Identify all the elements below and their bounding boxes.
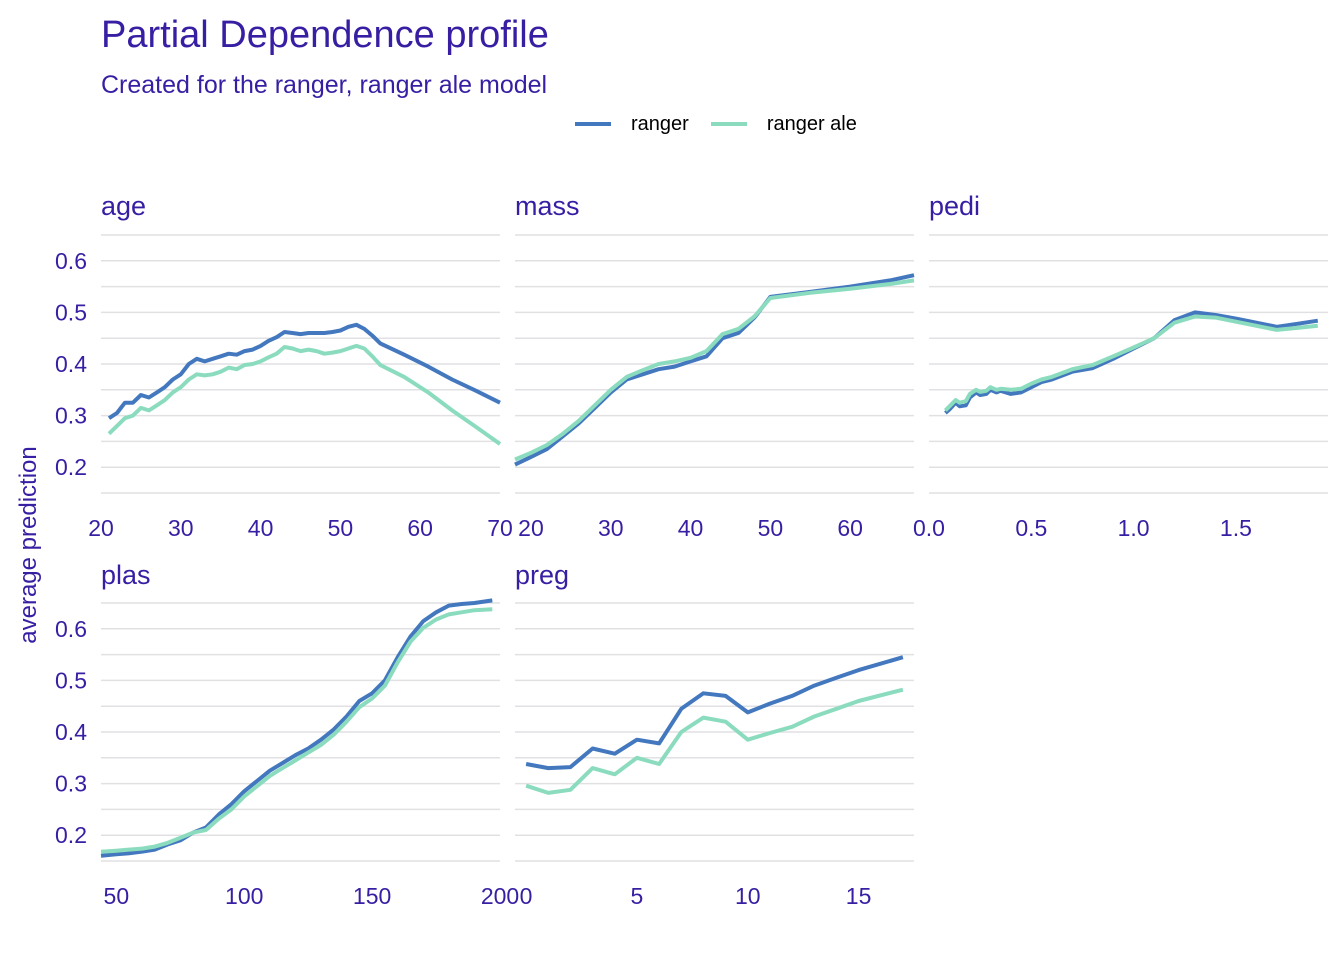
x-tick-label: 60 xyxy=(837,515,863,541)
series-line-ranger xyxy=(514,273,915,467)
y-tick-label: 0.2 xyxy=(55,822,87,848)
x-tick-label: 15 xyxy=(846,883,872,909)
facet-label-preg: preg xyxy=(515,560,569,590)
legend-swatch-ranger-ale xyxy=(710,122,747,126)
x-tick-label: 1.0 xyxy=(1118,515,1150,541)
x-tick-label: 100 xyxy=(225,883,263,909)
x-tick-label: 50 xyxy=(758,515,784,541)
y-tick-label: 0.5 xyxy=(55,299,87,325)
x-tick-label: 0.5 xyxy=(1015,515,1047,541)
facet-label-plas: plas xyxy=(101,560,151,590)
x-tick-label: 10 xyxy=(735,883,761,909)
y-tick-label: 0.6 xyxy=(55,616,87,642)
y-tick-label: 0.4 xyxy=(55,719,87,745)
series-line-ranger xyxy=(100,598,493,858)
series-line-ranger-ale xyxy=(100,607,493,854)
x-tick-label: 30 xyxy=(598,515,624,541)
y-tick-label: 0.6 xyxy=(55,248,87,274)
panel-age: age 0.2 0.3 0.4 0.5 0.6 20 30 40 50 60 70 xyxy=(55,191,513,541)
panel-preg: preg 0 5 10 15 xyxy=(515,560,914,909)
x-tick-label: 40 xyxy=(678,515,704,541)
x-tick-label: 20 xyxy=(88,515,114,541)
y-tick-label: 0.2 xyxy=(55,454,87,480)
legend-label-ranger-ale: ranger ale xyxy=(766,112,857,135)
facet-label-age: age xyxy=(101,191,146,221)
series-line-ranger-ale xyxy=(943,314,1319,412)
panel-mass: mass 20 30 40 50 60 xyxy=(514,191,915,541)
x-tick-label: 0 xyxy=(520,883,533,909)
series-line-ranger xyxy=(525,655,904,771)
y-tick-label: 0.4 xyxy=(55,351,87,377)
legend-item-ranger: ranger xyxy=(575,113,689,136)
series-line-ranger-ale xyxy=(514,278,915,462)
x-tick-label: 70 xyxy=(487,515,513,541)
x-tick-label: 50 xyxy=(328,515,354,541)
x-tick-label: 150 xyxy=(353,883,391,909)
chart-subtitle: Created for the ranger, ranger ale model xyxy=(101,71,548,99)
panel-pedi: pedi 0.0 0.5 1.0 1.5 xyxy=(913,191,1328,541)
legend: ranger ranger ale xyxy=(575,110,879,138)
panel-plas: plas 0.2 0.3 0.4 0.5 0.6 50 100 150 200 xyxy=(55,560,519,909)
x-tick-label: 40 xyxy=(248,515,274,541)
legend-label-ranger: ranger xyxy=(631,112,689,135)
x-tick-label: 0.0 xyxy=(913,515,945,541)
y-tick-label: 0.3 xyxy=(55,771,87,797)
facet-label-pedi: pedi xyxy=(929,191,980,221)
legend-item-ranger-ale: ranger ale xyxy=(710,112,857,136)
series-line-ranger-ale xyxy=(525,687,904,795)
legend-swatch-ranger xyxy=(575,122,611,126)
series-line-ranger xyxy=(107,322,501,420)
y-tick-label: 0.5 xyxy=(55,667,87,693)
x-tick-label: 5 xyxy=(631,883,644,909)
x-tick-label: 50 xyxy=(104,883,130,909)
x-tick-label: 60 xyxy=(407,515,433,541)
facet-label-mass: mass xyxy=(515,191,580,221)
y-tick-label: 0.3 xyxy=(55,403,87,429)
chart-title: Partial Dependence profile xyxy=(101,14,549,56)
x-tick-label: 200 xyxy=(481,883,519,909)
series-line-ranger-ale xyxy=(107,343,502,446)
x-tick-label: 20 xyxy=(518,515,544,541)
x-tick-label: 30 xyxy=(168,515,194,541)
x-tick-label: 1.5 xyxy=(1220,515,1252,541)
